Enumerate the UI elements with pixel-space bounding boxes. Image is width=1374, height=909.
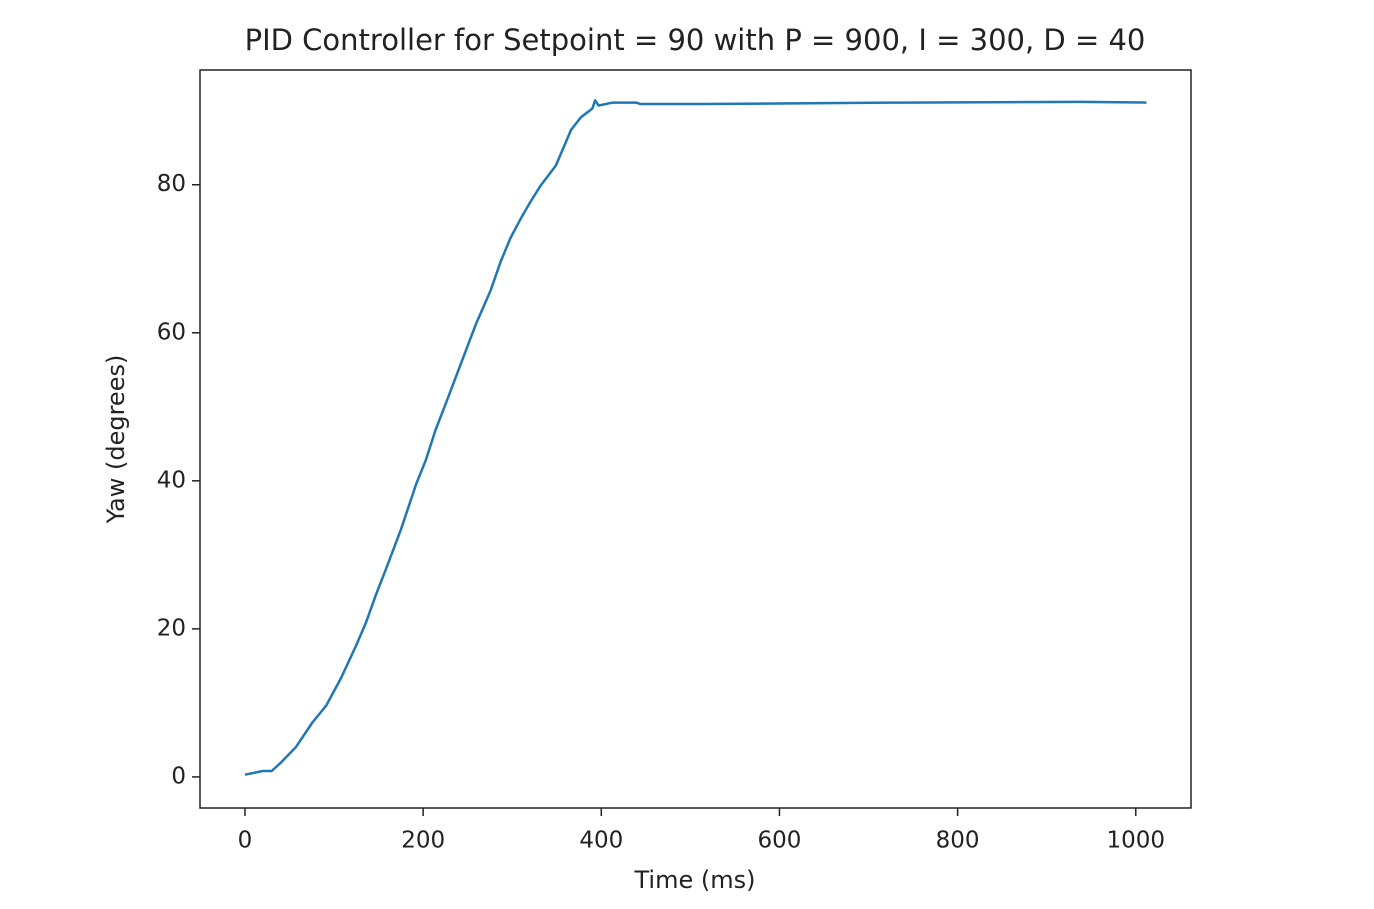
- x-axis-label: Time (ms): [634, 866, 756, 894]
- line: [244, 99, 1147, 776]
- x-tick-label: 800: [936, 828, 980, 854]
- plot-frame: [199, 69, 1192, 809]
- x-tick-label: 400: [579, 828, 623, 854]
- y-axis-label: Yaw (degrees): [102, 355, 130, 525]
- y-tick-label: 20: [157, 615, 186, 641]
- y-tick-label: 80: [157, 171, 186, 197]
- x-tick-label: 200: [401, 828, 445, 854]
- y-tick-label: 40: [157, 467, 186, 493]
- y-tick-label: 0: [171, 763, 186, 789]
- x-tick-label: 1000: [1106, 828, 1165, 854]
- x-tick-label: 600: [758, 828, 802, 854]
- chart-title: PID Controller for Setpoint = 90 with P …: [245, 23, 1146, 57]
- x-tick-label: 0: [238, 828, 253, 854]
- y-tick-label: 60: [157, 319, 186, 345]
